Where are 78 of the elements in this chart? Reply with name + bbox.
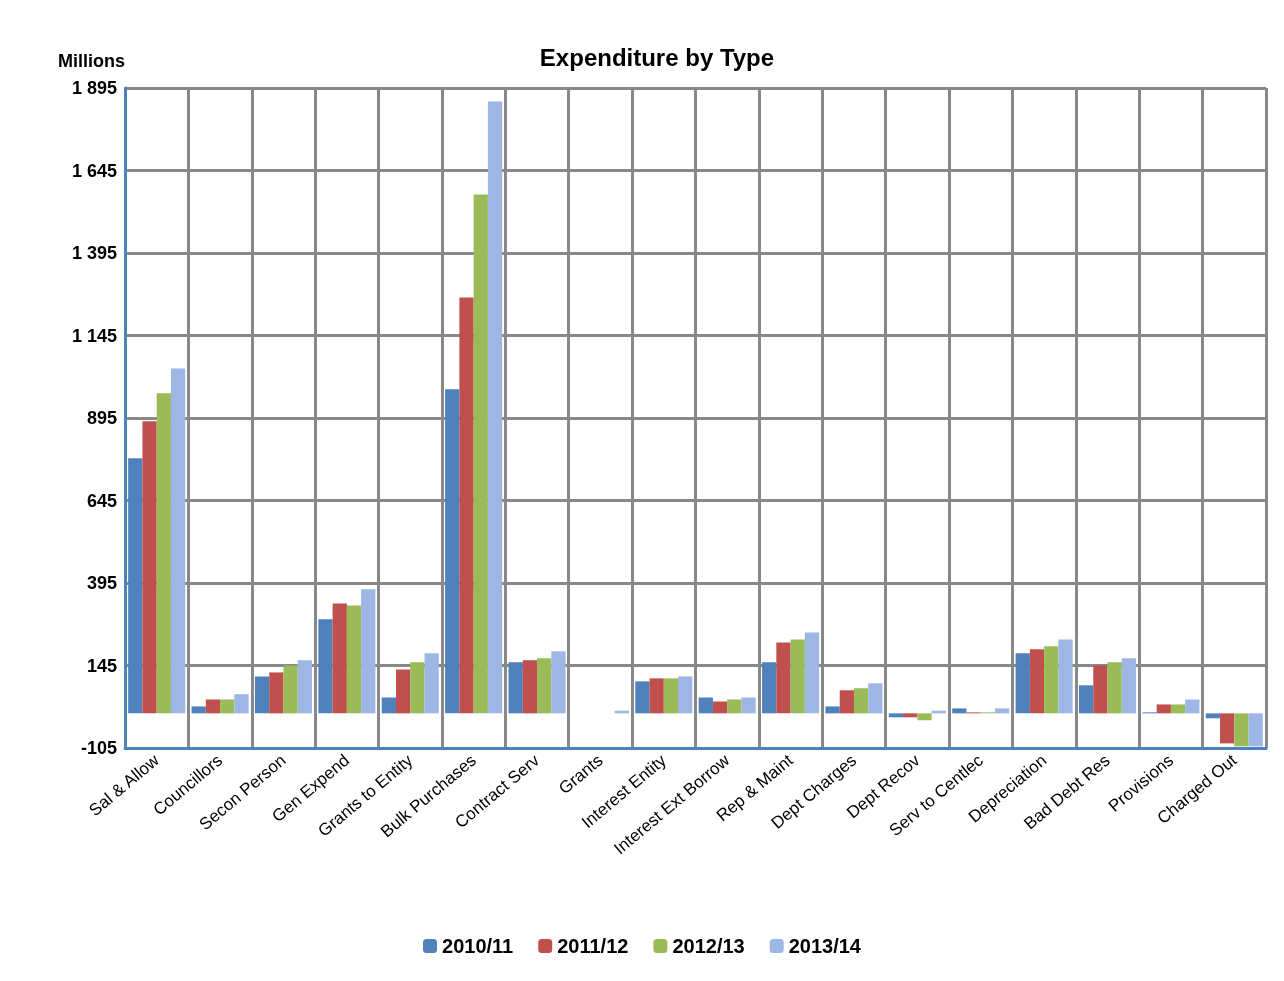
bar xyxy=(170,368,186,714)
chart-title: Expenditure by Type xyxy=(539,43,775,71)
bar xyxy=(903,713,918,718)
bar xyxy=(381,697,396,714)
y-tick-label: 1 395 xyxy=(71,243,117,263)
bar xyxy=(1205,713,1221,719)
bar xyxy=(508,662,523,714)
bar xyxy=(1029,649,1045,714)
bar xyxy=(952,708,967,714)
bar xyxy=(1220,713,1235,744)
bar xyxy=(361,589,376,714)
bar xyxy=(191,706,206,714)
bar xyxy=(395,669,411,714)
bar xyxy=(445,389,460,714)
y-tick-label: 395 xyxy=(86,573,117,593)
bar xyxy=(297,660,312,714)
bar xyxy=(917,713,932,721)
bar xyxy=(762,662,777,714)
bar xyxy=(1015,653,1030,714)
y-tick-label: 1 895 xyxy=(71,78,117,98)
bar xyxy=(790,639,805,714)
bar xyxy=(1248,713,1263,747)
bar xyxy=(663,678,679,714)
bar xyxy=(269,672,284,714)
y-tick-label: 645 xyxy=(86,490,117,511)
bar xyxy=(868,683,883,714)
bar xyxy=(254,676,270,714)
bar xyxy=(234,694,249,714)
bar xyxy=(142,421,157,714)
bar xyxy=(332,603,347,714)
bar xyxy=(1044,646,1059,714)
bar xyxy=(1107,662,1122,714)
bar xyxy=(1121,658,1137,714)
bar xyxy=(537,658,552,714)
bar xyxy=(853,688,869,714)
bar xyxy=(220,699,235,714)
bar xyxy=(1170,704,1186,714)
legend-label: 2012/13 xyxy=(672,935,745,957)
bar xyxy=(473,194,488,714)
bar xyxy=(283,665,298,714)
bar xyxy=(712,701,728,714)
legend-label: 2013/14 xyxy=(788,935,862,957)
bar xyxy=(459,297,474,714)
bar xyxy=(1185,699,1200,714)
bar xyxy=(741,697,756,714)
bar xyxy=(410,662,425,714)
bar xyxy=(995,708,1010,714)
bar xyxy=(727,699,742,714)
bar xyxy=(678,676,693,714)
bar xyxy=(487,101,503,714)
bar xyxy=(649,678,664,714)
legend-label: 2010/11 xyxy=(442,935,514,957)
bar xyxy=(1093,665,1108,714)
bar xyxy=(424,653,439,714)
bar xyxy=(205,699,221,714)
bar xyxy=(522,660,538,714)
bar xyxy=(839,690,854,714)
bar xyxy=(635,681,650,714)
legend-label: 2011/12 xyxy=(557,935,629,957)
bar xyxy=(318,619,333,714)
y-tick-label: 145 xyxy=(86,655,117,676)
bar xyxy=(825,706,840,714)
y-tick-label: 1 645 xyxy=(71,160,117,181)
bar xyxy=(1234,713,1249,747)
bar xyxy=(1156,704,1171,714)
bar xyxy=(804,632,820,714)
bar xyxy=(1079,685,1094,714)
y-tick-label: 1 145 xyxy=(71,325,117,346)
bar xyxy=(1058,639,1073,714)
y-tick-label: -105 xyxy=(80,738,117,758)
bar xyxy=(346,605,362,714)
bar xyxy=(551,651,566,714)
bar xyxy=(698,697,713,714)
y-tick-label: 895 xyxy=(86,408,117,428)
bar xyxy=(776,642,791,714)
bar xyxy=(156,393,171,714)
y-axis-title: Millions xyxy=(58,51,125,71)
bar xyxy=(888,713,904,718)
